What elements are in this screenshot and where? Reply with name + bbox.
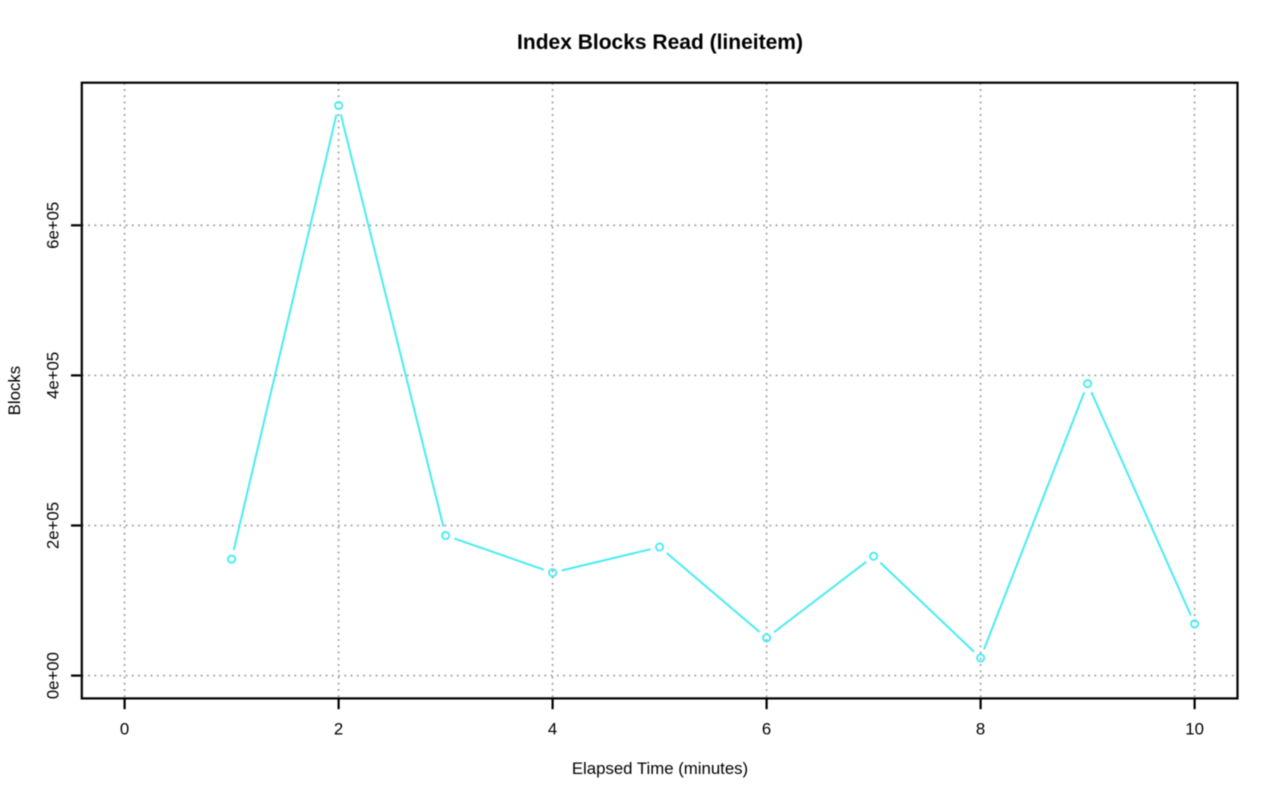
svg-text:0: 0	[120, 720, 129, 739]
svg-text:Index Blocks Read (lineitem): Index Blocks Read (lineitem)	[517, 31, 803, 54]
svg-text:6: 6	[762, 720, 771, 739]
svg-text:10: 10	[1185, 720, 1204, 739]
svg-text:2: 2	[334, 720, 343, 739]
svg-text:4e+05: 4e+05	[44, 352, 63, 399]
svg-text:Elapsed Time (minutes): Elapsed Time (minutes)	[572, 759, 748, 778]
svg-text:Blocks: Blocks	[5, 366, 24, 415]
svg-text:6e+05: 6e+05	[44, 202, 63, 249]
svg-text:8: 8	[976, 720, 985, 739]
svg-text:2e+05: 2e+05	[44, 502, 63, 549]
svg-text:0e+00: 0e+00	[44, 652, 63, 699]
svg-text:4: 4	[548, 720, 557, 739]
